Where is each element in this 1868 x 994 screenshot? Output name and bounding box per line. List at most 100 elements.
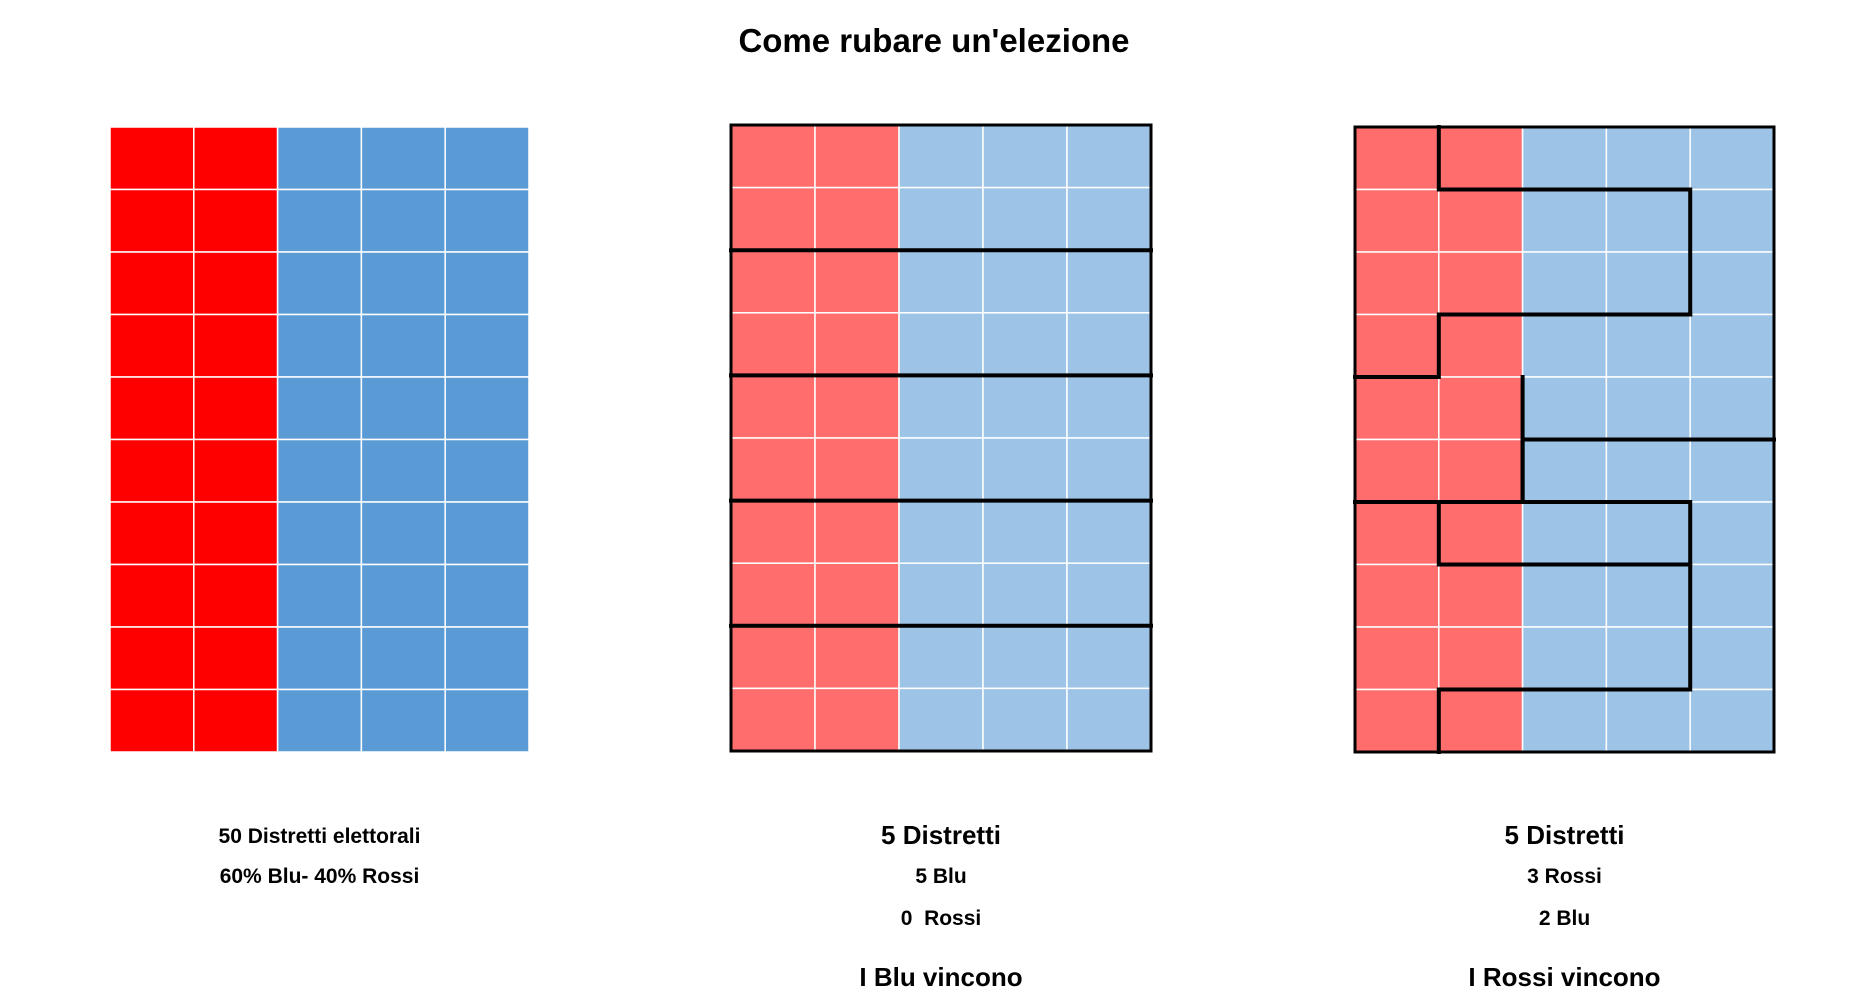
blue-cell [1689, 251, 1775, 316]
red-cell [730, 249, 816, 314]
red-cell [814, 499, 900, 564]
red-cell [1354, 626, 1440, 691]
blue-cell [1066, 186, 1152, 251]
panel3-caption-blue-count: 2 Blu [1538, 907, 1591, 930]
blue-cell [1521, 313, 1608, 378]
blue-cell [982, 249, 1068, 314]
blue-cell [1689, 313, 1775, 378]
red-cell [1354, 313, 1440, 378]
red-cell [1438, 313, 1524, 378]
red-cell [730, 625, 816, 690]
blue-cell [898, 312, 984, 377]
blue-cell [444, 251, 530, 316]
blue-cell [1066, 499, 1152, 564]
blue-cell [1605, 438, 1691, 503]
red-cell [193, 626, 279, 691]
red-cell [1354, 126, 1440, 191]
red-cell [1438, 251, 1524, 316]
blue-cell [1066, 562, 1152, 627]
blue-cell [1605, 251, 1691, 316]
red-cell [109, 313, 195, 378]
blue-cell [1605, 626, 1691, 691]
panel1-caption-percent: 60% Blu- 40% Rossi [219, 865, 420, 888]
red-cell [1354, 688, 1440, 753]
blue-cell [276, 251, 363, 316]
red-cell [1354, 188, 1440, 253]
red-cell [814, 312, 900, 377]
blue-cell [1066, 687, 1152, 752]
blue-cell [1605, 376, 1691, 441]
grid-gerrymandered-districts [1353, 125, 1776, 754]
red-cell [730, 186, 816, 251]
red-cell [109, 126, 195, 191]
blue-cell [982, 625, 1068, 690]
blue-cell [1521, 438, 1608, 503]
grid-outline [729, 123, 1153, 753]
blue-cell [276, 438, 363, 503]
blue-cell [1689, 501, 1775, 566]
blue-cell [360, 313, 446, 378]
red-cell [814, 687, 900, 752]
blue-cell [1521, 501, 1608, 566]
blue-cell [444, 313, 530, 378]
blue-cell [444, 126, 530, 191]
panel1-caption-districts: 50 Distretti elettorali [218, 825, 421, 848]
blue-cell [444, 188, 530, 253]
blue-cell [276, 126, 363, 191]
diagram-title: Come rubare un'elezione [738, 22, 1130, 59]
red-cell [814, 374, 900, 439]
blue-cell [1605, 188, 1691, 253]
blue-cell [360, 501, 446, 566]
red-cell [109, 688, 195, 753]
blue-cell [898, 625, 984, 690]
blue-cell [276, 626, 363, 691]
panel2-caption-blue-count: 5 Blu [915, 865, 967, 888]
blue-cell [360, 563, 446, 628]
blue-cell [1521, 251, 1608, 316]
red-cell [1354, 376, 1440, 441]
blue-cell [1521, 688, 1608, 753]
blue-cell [982, 437, 1068, 502]
blue-cell [1521, 626, 1608, 691]
blue-cell [360, 438, 446, 503]
blue-cell [898, 562, 984, 627]
blue-cell [982, 562, 1068, 627]
blue-cell [982, 374, 1068, 439]
red-cell [814, 124, 900, 189]
red-cell [730, 312, 816, 377]
panel2-caption-result: I Blu vincono [859, 962, 1023, 992]
blue-cell [360, 626, 446, 691]
blue-cell [444, 376, 530, 441]
red-cell [1438, 126, 1524, 191]
red-cell [1438, 438, 1524, 503]
red-cell [814, 625, 900, 690]
red-cell [109, 188, 195, 253]
blue-cell [898, 124, 984, 189]
blue-cell [982, 499, 1068, 564]
blue-cell [444, 688, 530, 753]
blue-cell [1605, 501, 1691, 566]
blue-cell [1689, 563, 1775, 628]
blue-cell [982, 124, 1068, 189]
red-cell [193, 251, 279, 316]
blue-cell [898, 437, 984, 502]
blue-cell [1605, 563, 1691, 628]
blue-cell [444, 438, 530, 503]
blue-cell [982, 312, 1068, 377]
blue-cell [276, 501, 363, 566]
red-cell [109, 376, 195, 441]
blue-cell [360, 188, 446, 253]
blue-cell [1521, 188, 1608, 253]
blue-cell [1066, 124, 1152, 189]
red-cell [730, 562, 816, 627]
blue-cell [1689, 688, 1775, 753]
red-cell [814, 437, 900, 502]
panel2-caption-heading: 5 Distretti [881, 820, 1001, 850]
red-cell [1438, 501, 1524, 566]
blue-cell [898, 374, 984, 439]
red-cell [814, 249, 900, 314]
red-cell [109, 438, 195, 503]
red-cell [193, 188, 279, 253]
red-cell [193, 376, 279, 441]
red-cell [109, 251, 195, 316]
